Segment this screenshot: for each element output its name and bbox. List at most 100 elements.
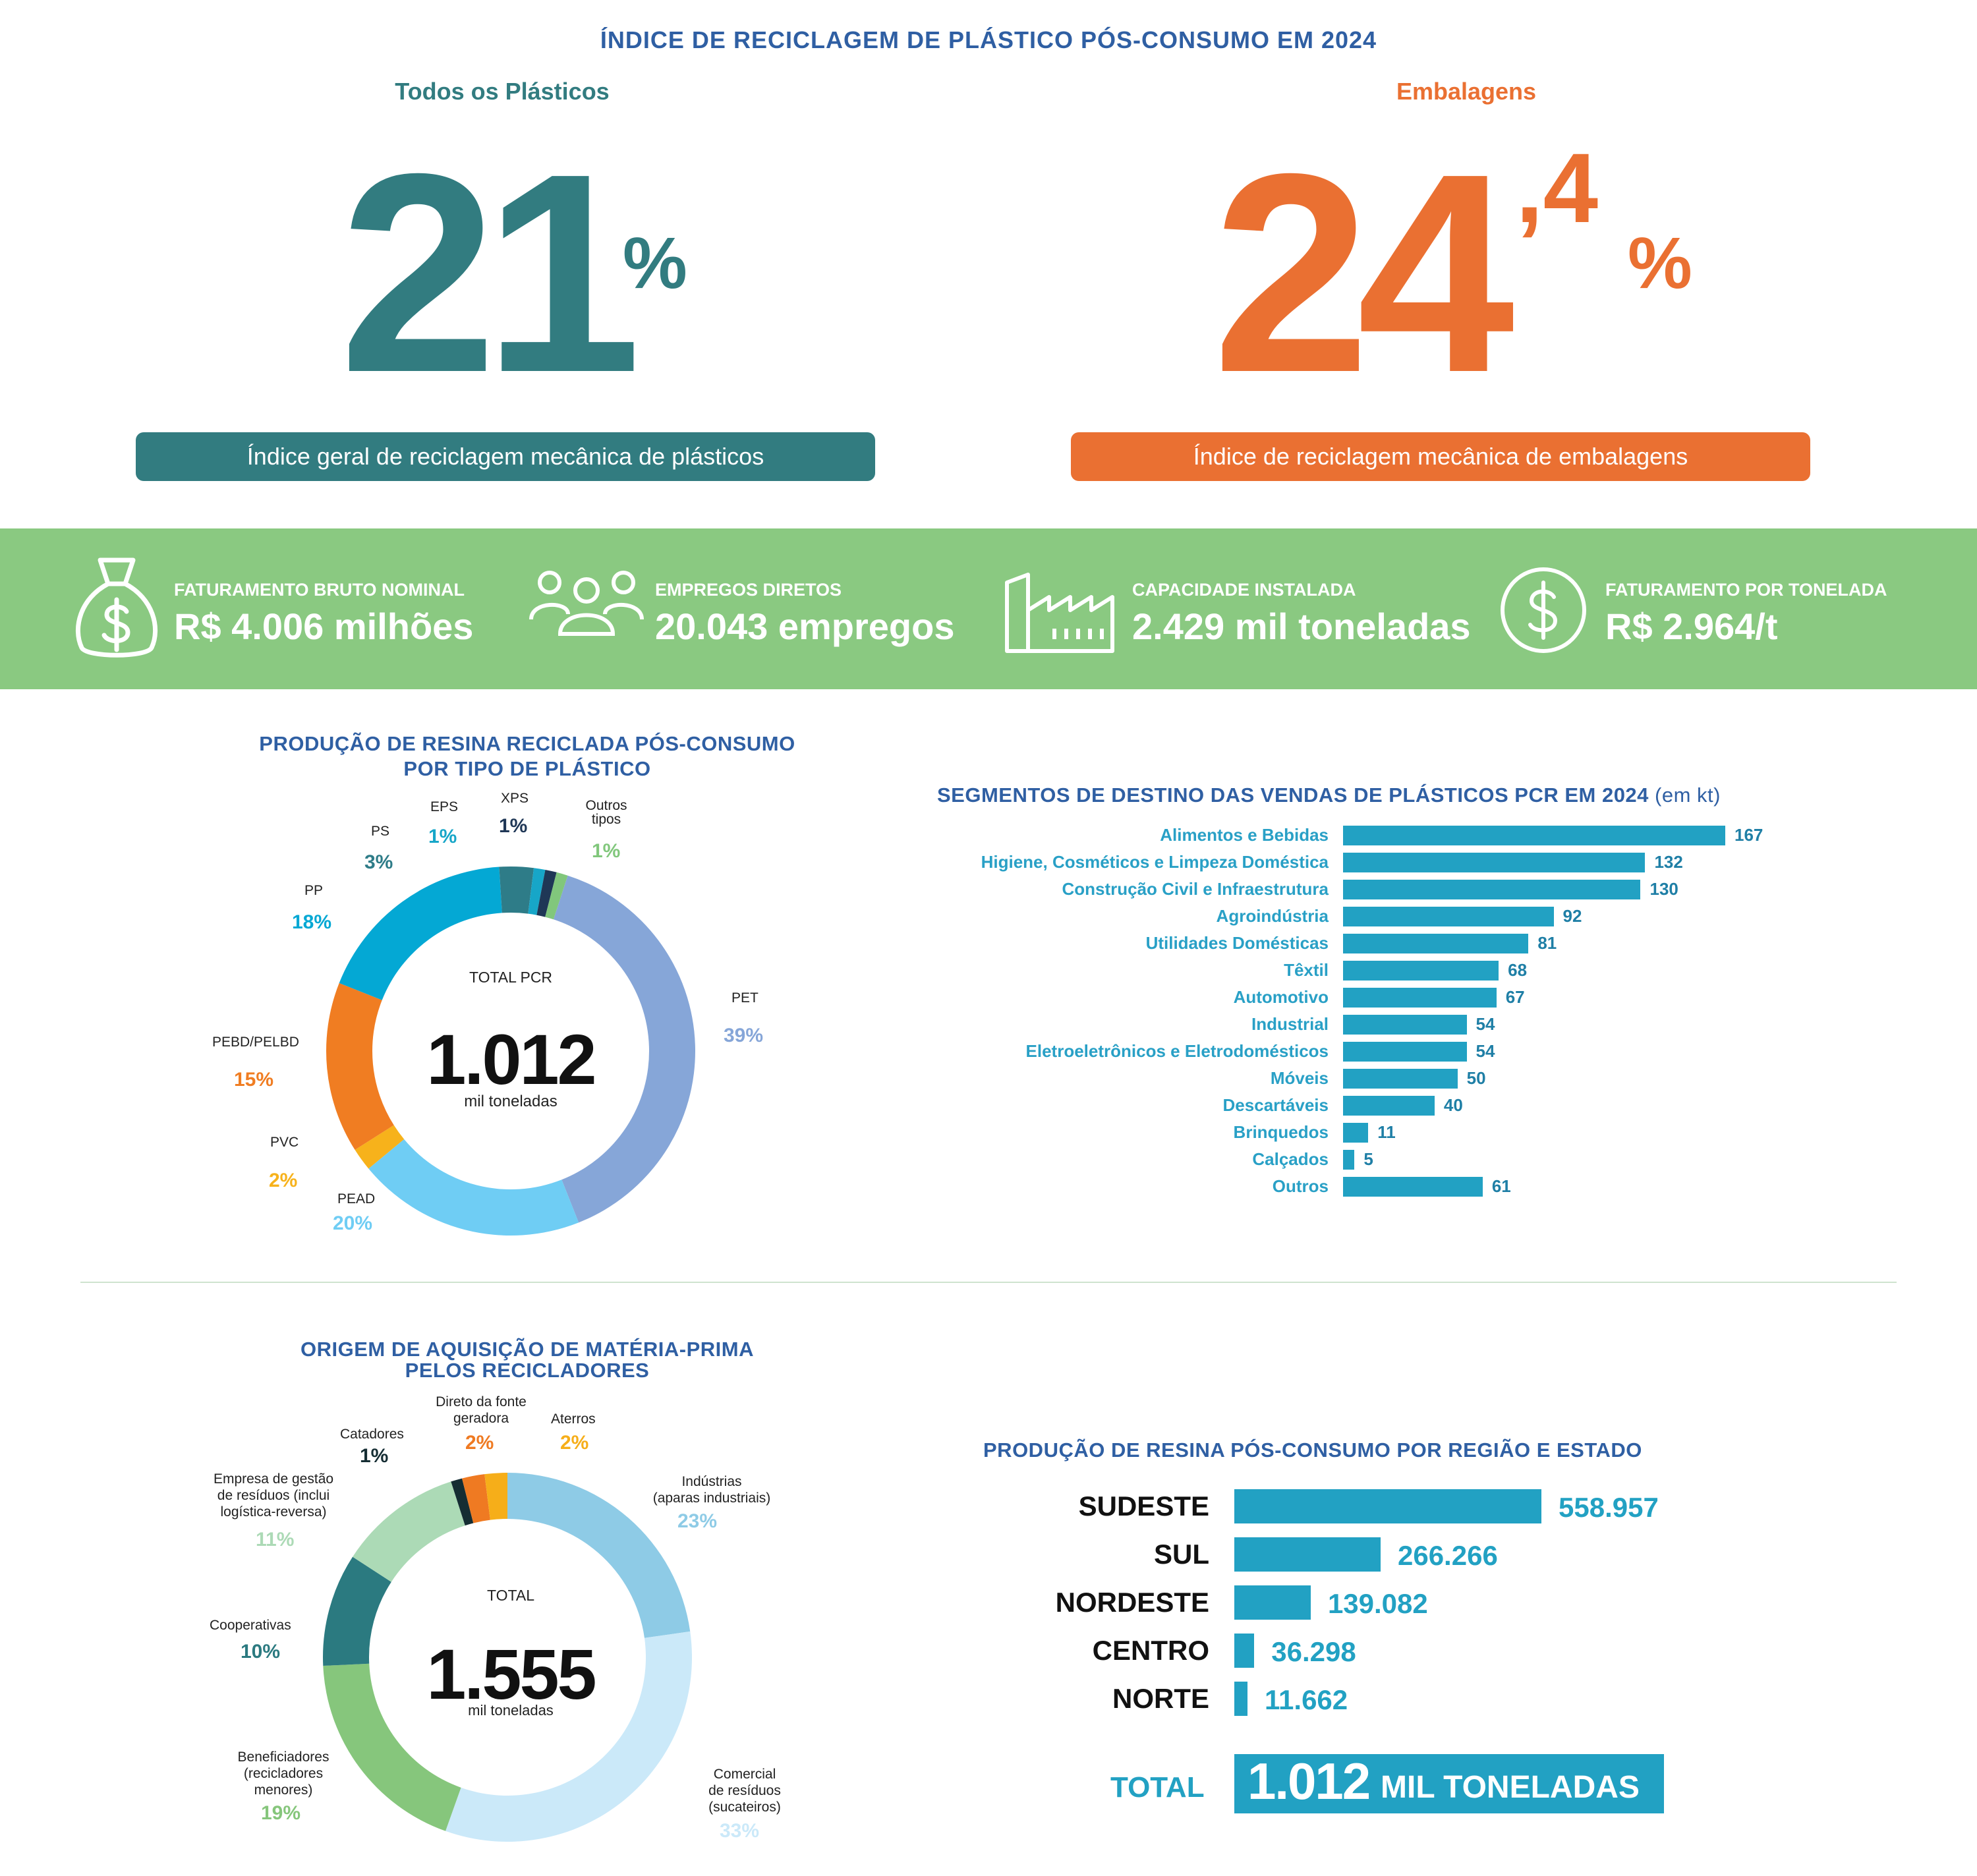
stat-capacity-value: 2.429 mil toneladas bbox=[1132, 606, 1471, 647]
segment-value: 130 bbox=[1649, 879, 1678, 899]
segment-bar bbox=[1343, 907, 1554, 926]
segment-value: 132 bbox=[1654, 852, 1683, 872]
segment-label: Outros bbox=[1272, 1176, 1329, 1196]
region-label: NORDESTE bbox=[1055, 1587, 1209, 1618]
donut2-center-unit: mil toneladas bbox=[468, 1702, 554, 1719]
pct-empresa-gestao: 11% bbox=[256, 1529, 295, 1550]
region-value: 36.298 bbox=[1271, 1636, 1356, 1667]
label-empresa-gestao: Empresa de gestão de resíduos (inclui lo… bbox=[198, 1471, 349, 1520]
segment-value: 50 bbox=[1466, 1068, 1486, 1088]
pct-outros-tipos: 1% bbox=[592, 840, 621, 862]
donut-slice-catadores bbox=[451, 1478, 474, 1526]
label-beneficiadores-line2: (recicladores bbox=[243, 1766, 324, 1781]
donut-slice-beneficiadores-recicladores-menores bbox=[323, 1663, 461, 1831]
label-pet: PET bbox=[731, 990, 759, 1006]
left-index-heading: Todos os Plásticos bbox=[395, 78, 610, 105]
segment-bar bbox=[1343, 1069, 1458, 1089]
label-industrias-line1: Indústrias bbox=[681, 1474, 742, 1489]
region-label: NORTE bbox=[1112, 1683, 1209, 1714]
donut2-title-line1: ORIGEM DE AQUISIÇÃO DE MATÉRIA-PRIMA bbox=[301, 1338, 754, 1361]
segment-bar bbox=[1343, 934, 1529, 953]
donut-slice-comercial-de-res-duos-sucateiros bbox=[445, 1631, 692, 1842]
segment-label: Têxtil bbox=[1284, 960, 1329, 980]
label-direto-line1: Direto da fonte bbox=[436, 1394, 527, 1409]
segment-label: Agroindústria bbox=[1216, 906, 1329, 926]
label-beneficiadores-line3: menores) bbox=[254, 1782, 313, 1798]
donut-slice-direto-da-fonte-geradora bbox=[462, 1474, 490, 1523]
stat-price-label: FATURAMENTO POR TONELADA bbox=[1605, 580, 1887, 600]
donut-slice-pead bbox=[368, 1139, 579, 1236]
segment-label: Eletroeletrônicos e Eletrodomésticos bbox=[1025, 1041, 1329, 1061]
pct-pead: 20% bbox=[333, 1212, 373, 1234]
segment-value: 61 bbox=[1491, 1176, 1511, 1196]
segment-value: 92 bbox=[1562, 906, 1582, 926]
right-index-heading: Embalagens bbox=[1396, 78, 1537, 105]
donut-slice-eps bbox=[528, 868, 546, 915]
donut-slice-pp bbox=[339, 867, 502, 1000]
segment-bar bbox=[1343, 1123, 1369, 1143]
segment-bar bbox=[1343, 826, 1725, 845]
donut1-center-unit: mil toneladas bbox=[464, 1093, 558, 1110]
pct-cooperativas: 10% bbox=[241, 1641, 281, 1663]
donut2-title-line2: PELOS RECICLADORES bbox=[405, 1359, 650, 1382]
segments-unit: (em kt) bbox=[1655, 783, 1721, 807]
label-industrias: Indústrias (aparas industriais) bbox=[626, 1473, 797, 1506]
donut1-center-value: 1.012 bbox=[426, 1019, 596, 1099]
segments-title: SEGMENTOS DE DESTINO DAS VENDAS DE PLÁST… bbox=[937, 783, 1721, 808]
region-value: 11.662 bbox=[1265, 1684, 1348, 1715]
pct-comercial: 33% bbox=[720, 1820, 760, 1842]
section-divider bbox=[80, 1282, 1897, 1283]
pct-eps: 1% bbox=[428, 826, 457, 847]
donut-slice-ps bbox=[499, 867, 534, 914]
label-empresa-line1: Empresa de gestão bbox=[213, 1471, 334, 1487]
pct-aterros: 2% bbox=[560, 1432, 589, 1454]
donut1-title: PRODUÇÃO DE RESINA RECICLADA PÓS-CONSUMO… bbox=[191, 731, 863, 782]
left-index-percent: % bbox=[623, 223, 687, 304]
pct-pvc: 2% bbox=[269, 1170, 298, 1191]
region-bar bbox=[1234, 1537, 1381, 1572]
region-label: SUDESTE bbox=[1078, 1491, 1209, 1521]
segment-bar bbox=[1343, 961, 1499, 981]
label-direto-line2: geradora bbox=[453, 1411, 509, 1426]
label-pead: PEAD bbox=[337, 1191, 376, 1207]
segment-bar bbox=[1343, 988, 1497, 1008]
segment-value: 40 bbox=[1443, 1095, 1463, 1115]
right-index-percent: % bbox=[1628, 223, 1692, 304]
segment-value: 54 bbox=[1476, 1014, 1495, 1034]
label-xps: XPS bbox=[501, 791, 529, 806]
right-index-number: 24 bbox=[1213, 115, 1514, 432]
region-label: CENTRO bbox=[1092, 1635, 1209, 1666]
segment-value: 5 bbox=[1363, 1149, 1373, 1169]
segment-value: 11 bbox=[1377, 1122, 1396, 1142]
factory-icon bbox=[1005, 573, 1114, 653]
segment-label: Móveis bbox=[1270, 1068, 1329, 1088]
dollar-coin-icon bbox=[1501, 567, 1586, 653]
pct-pebd: 15% bbox=[234, 1069, 274, 1091]
stat-price-value: R$ 2.964/t bbox=[1605, 606, 1778, 647]
donut-slice-empresa-de-gest-o-de-res-duos-inclui-log-stica-reversa bbox=[353, 1481, 465, 1582]
regions-total-box bbox=[1234, 1754, 1664, 1813]
label-comercial-line3: (sucateiros) bbox=[708, 1800, 781, 1815]
label-direto-fonte: Direto da fonte geradora bbox=[422, 1394, 540, 1427]
stat-revenue-value: R$ 4.006 milhões bbox=[174, 606, 474, 647]
label-pvc: PVC bbox=[270, 1135, 299, 1150]
label-catadores: Catadores bbox=[340, 1427, 404, 1442]
donut-slice-xps bbox=[536, 869, 557, 917]
segment-bar bbox=[1343, 1150, 1355, 1170]
segment-bar bbox=[1343, 1015, 1467, 1035]
segment-value: 68 bbox=[1508, 960, 1528, 980]
regions-total-label: TOTAL bbox=[1110, 1771, 1205, 1804]
right-index-caption: Índice de reciclagem mecânica de embalag… bbox=[1071, 432, 1810, 481]
label-outros-line2: tipos bbox=[591, 812, 621, 827]
segment-label: Descartáveis bbox=[1222, 1095, 1329, 1115]
pct-xps: 1% bbox=[499, 815, 528, 837]
segment-value: 67 bbox=[1505, 987, 1525, 1007]
donut1-center-label: TOTAL PCR bbox=[469, 969, 553, 986]
donut2-center-label: TOTAL bbox=[487, 1587, 534, 1604]
segment-label: Brinquedos bbox=[1233, 1122, 1329, 1142]
label-comercial-line1: Comercial bbox=[713, 1767, 776, 1782]
regions-title: PRODUÇÃO DE RESINA PÓS-CONSUMO POR REGIÃ… bbox=[983, 1438, 1642, 1462]
label-ps: PS bbox=[371, 824, 390, 839]
donut1-title-line2: POR TIPO DE PLÁSTICO bbox=[403, 757, 651, 780]
label-pp: PP bbox=[304, 883, 324, 898]
